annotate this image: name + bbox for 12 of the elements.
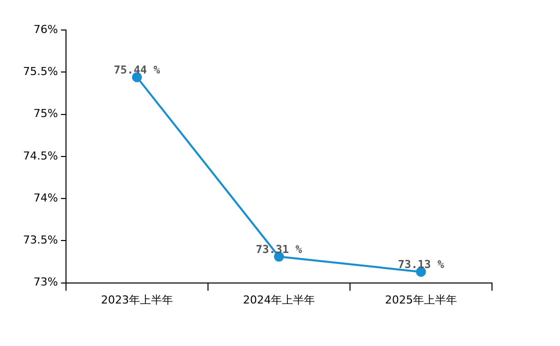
y-tick-label: 73% bbox=[33, 276, 58, 289]
x-tick-label: 2023年上半年 bbox=[100, 293, 173, 306]
text: 75.44 % bbox=[114, 64, 160, 77]
text: 73.13 % bbox=[398, 258, 444, 272]
y-tick-label: 73.5% bbox=[22, 234, 58, 247]
y-tick-label: 74.5% bbox=[22, 149, 58, 162]
y-tick-label: 75% bbox=[33, 107, 58, 120]
x-tick-label: 2024年上半年 bbox=[242, 293, 315, 306]
y-tick-label: 76% bbox=[33, 22, 58, 36]
y-tick-label: 75.5% bbox=[22, 64, 58, 78]
x-tick-label: 2025年上半年 bbox=[384, 293, 457, 306]
y-tick-label: 74% bbox=[33, 191, 58, 204]
